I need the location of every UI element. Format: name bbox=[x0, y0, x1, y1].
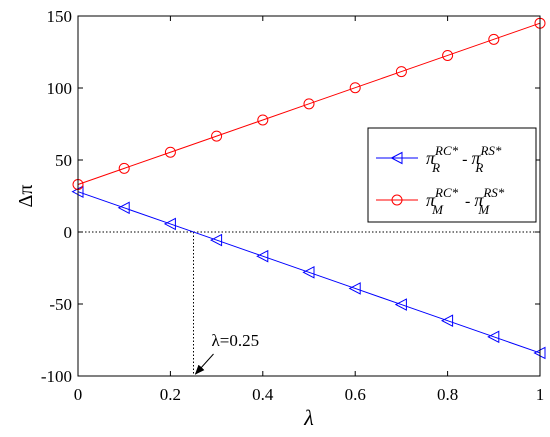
annotation-label: λ=0.25 bbox=[212, 331, 260, 350]
x-tick-label: 0.4 bbox=[252, 385, 274, 404]
data-point bbox=[349, 82, 361, 94]
data-point bbox=[348, 282, 361, 295]
series-line bbox=[77, 191, 541, 354]
x-axis-label: λ bbox=[303, 405, 314, 430]
data-point bbox=[488, 33, 500, 45]
data-point bbox=[302, 265, 315, 279]
data-point bbox=[487, 330, 500, 344]
legend-swatch-marker bbox=[391, 194, 403, 206]
legend-base-left: π bbox=[426, 190, 436, 210]
legend-sub-right: R bbox=[474, 160, 483, 175]
y-axis: -100 -50 0 50 100 150 bbox=[41, 7, 540, 386]
reference-lines bbox=[78, 231, 540, 376]
x-tick-label: 0 bbox=[74, 385, 83, 404]
y-tick-label: 50 bbox=[55, 151, 72, 170]
data-point bbox=[441, 314, 454, 328]
legend-sub-right: M bbox=[477, 202, 490, 217]
legend-sup-left: RC* bbox=[434, 185, 459, 200]
data-point bbox=[210, 233, 223, 247]
annotation-arrow bbox=[194, 353, 214, 375]
legend-sup-right: RS* bbox=[482, 185, 504, 200]
data-point bbox=[118, 162, 130, 174]
y-tick-label: -100 bbox=[41, 367, 72, 386]
legend-sup-right: RS* bbox=[479, 143, 501, 158]
data-point bbox=[303, 98, 315, 110]
y-tick-label: 0 bbox=[64, 223, 73, 242]
legend-base-right: π bbox=[471, 148, 481, 168]
y-tick-label: -50 bbox=[49, 295, 72, 314]
data-point bbox=[394, 298, 407, 311]
legend-entry-2: πRC* M - πRS* M bbox=[376, 185, 505, 217]
data-point bbox=[164, 146, 176, 158]
series-layer bbox=[71, 17, 546, 360]
data-point bbox=[163, 217, 176, 231]
legend-sub-left: M bbox=[431, 202, 444, 217]
data-point bbox=[256, 249, 269, 263]
data-point bbox=[211, 130, 223, 142]
series-2 bbox=[72, 17, 546, 190]
legend-base-right: π bbox=[474, 190, 484, 210]
x-tick-label: 0.6 bbox=[345, 385, 366, 404]
series-1 bbox=[71, 185, 546, 360]
legend-dash: - bbox=[461, 193, 474, 210]
x-axis: 0 0.2 0.4 0.6 0.8 1 bbox=[74, 16, 545, 404]
y-tick-label: 100 bbox=[47, 79, 73, 98]
plot-frame bbox=[77, 15, 541, 377]
legend-sub-left: R bbox=[431, 160, 440, 175]
legend-label: πRC* M - πRS* M bbox=[426, 185, 505, 217]
data-point bbox=[257, 114, 269, 126]
x-tick-label: 1 bbox=[536, 385, 545, 404]
legend-sup-left: RC* bbox=[434, 143, 459, 158]
series-line bbox=[77, 22, 541, 185]
x-tick-label: 0.8 bbox=[437, 385, 458, 404]
y-axis-label: Δπ bbox=[15, 185, 37, 208]
annotation: λ=0.25 bbox=[194, 331, 260, 375]
data-point bbox=[442, 49, 454, 61]
legend-base-left: π bbox=[426, 148, 436, 168]
legend-dash: - bbox=[458, 151, 471, 168]
data-point bbox=[395, 66, 407, 78]
x-tick-label: 0.2 bbox=[160, 385, 181, 404]
legend-entry-1: πRC* R - πRS* R bbox=[376, 143, 502, 175]
data-point bbox=[117, 201, 130, 215]
legend-swatch-marker bbox=[390, 151, 403, 165]
legend-box bbox=[367, 127, 537, 223]
legend-label: πRC* R - πRS* R bbox=[426, 143, 502, 175]
y-tick-label: 150 bbox=[47, 7, 73, 26]
